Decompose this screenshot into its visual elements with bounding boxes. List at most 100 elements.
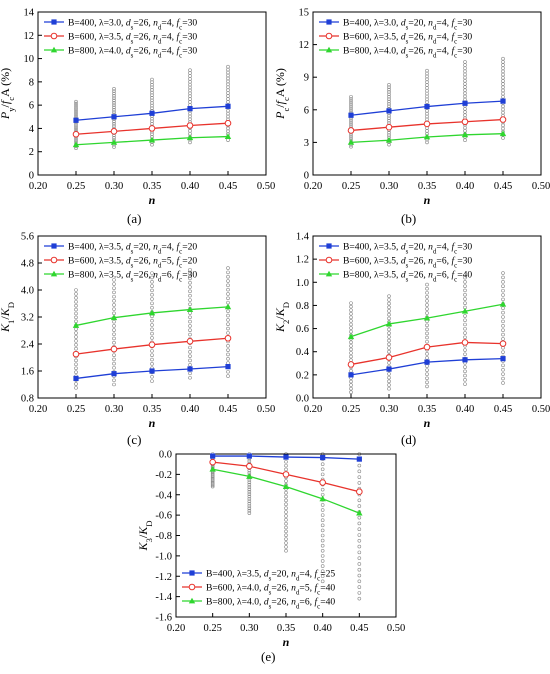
scatter-point — [387, 118, 391, 123]
data-point — [347, 333, 355, 340]
scatter-point — [425, 71, 429, 76]
x-tick-label: 0.50 — [257, 404, 275, 415]
scatter-point — [425, 74, 429, 79]
scatter-point — [150, 116, 154, 121]
scatter-point — [284, 490, 288, 495]
scatter-point — [349, 134, 353, 139]
scatter-point — [210, 473, 215, 477]
data-point — [225, 103, 231, 109]
scatter-point — [226, 326, 230, 331]
scatter-point — [349, 344, 353, 348]
x-tick-label: 0.35 — [143, 181, 161, 192]
scatter-point — [112, 290, 116, 295]
x-tick-label: 0.25 — [67, 404, 85, 415]
data-point — [423, 314, 431, 321]
scatter-point — [501, 288, 505, 293]
scatter-point — [425, 91, 429, 96]
data-point — [347, 139, 355, 145]
legend-entry: B=800, λ=4.0, ds=26, nd=6, fc=40 — [206, 597, 335, 611]
scatter-point — [150, 297, 154, 301]
scatter-point — [463, 348, 467, 352]
data-point — [246, 453, 252, 459]
scatter-point — [112, 282, 116, 286]
scatter-point — [150, 80, 154, 84]
scatter-point — [357, 567, 362, 572]
data-point — [210, 453, 216, 459]
chart-4: 0.20 0.25 0.30 0.35 0.40 0.45 0.50 0.0 -0.2 -0.4 -… — [136, 450, 405, 650]
scatter-point — [387, 99, 391, 104]
scatter-point — [188, 79, 192, 84]
data-point — [348, 372, 354, 378]
scatter-point — [284, 510, 288, 514]
scatter-point — [320, 538, 325, 543]
scatter-point — [74, 362, 78, 367]
legend-entry: B=800, λ=4.0, ds=26, nd=4, fc=30 — [68, 46, 197, 60]
x-tick-label: 0.30 — [380, 181, 398, 192]
y-tick-label: -0.6 — [155, 511, 172, 522]
scatter-point — [357, 498, 362, 503]
scatter-point — [501, 381, 505, 385]
scatter-point — [387, 386, 391, 391]
scatter-point — [210, 474, 215, 478]
scatter-point — [247, 508, 252, 513]
scatter-point — [463, 69, 467, 74]
scatter-point — [463, 284, 467, 288]
scatter-point — [226, 369, 230, 374]
scatter-point — [387, 383, 391, 387]
scatter-point — [501, 367, 505, 372]
scatter-point — [501, 85, 505, 90]
scatter-point — [425, 380, 429, 385]
data-point — [386, 108, 392, 114]
legend-marker — [326, 243, 332, 249]
y-tick-label: 0.8 — [296, 301, 309, 312]
scatter-point — [387, 90, 391, 94]
scatter-point — [387, 349, 391, 354]
scatter-point — [501, 63, 505, 67]
scatter-point — [463, 88, 467, 92]
scatter-point — [463, 110, 467, 114]
scatter-point — [463, 378, 467, 382]
data-point — [224, 119, 232, 127]
scatter-point — [112, 91, 116, 96]
scatter-point — [226, 270, 230, 275]
scatter-point — [463, 113, 467, 117]
scatter-point — [463, 301, 467, 306]
scatter-point — [501, 75, 505, 80]
scatter-point — [387, 114, 391, 118]
scatter-point — [74, 370, 78, 375]
scatter-point — [387, 130, 391, 135]
scatter-point — [74, 292, 78, 296]
scatter-point — [188, 358, 192, 363]
scatter-point — [349, 100, 353, 105]
y-tick-label: 1.6 — [21, 367, 34, 378]
scatter-point — [226, 292, 230, 296]
x-tick-label: 0.20 — [167, 623, 185, 634]
x-tick-label: 0.45 — [494, 404, 512, 415]
scatter-point — [112, 357, 116, 362]
scatter-point — [150, 318, 154, 323]
data-point — [224, 133, 232, 139]
data-point — [186, 338, 194, 345]
scatter-point — [501, 60, 505, 64]
x-tick-label: 0.20 — [29, 404, 47, 415]
scatter-point — [425, 282, 429, 287]
data-point — [462, 100, 468, 106]
scatter-point — [320, 528, 325, 533]
scatter-point — [188, 319, 192, 324]
scatter-point — [387, 309, 391, 313]
scatter-point — [387, 116, 391, 121]
data-point — [148, 125, 156, 132]
scatter-point — [247, 501, 252, 506]
data-point — [386, 366, 392, 372]
scatter-point — [188, 111, 192, 116]
scatter-point — [150, 375, 154, 379]
scatter-point — [387, 133, 391, 137]
data-point — [148, 136, 156, 143]
scatter-point — [425, 384, 429, 389]
scatter-point — [150, 292, 154, 297]
scatter-point — [463, 78, 467, 83]
scatter-point — [387, 104, 391, 109]
data-point — [148, 309, 156, 316]
x-axis-label: n — [283, 635, 290, 649]
scatter-point — [463, 72, 467, 77]
